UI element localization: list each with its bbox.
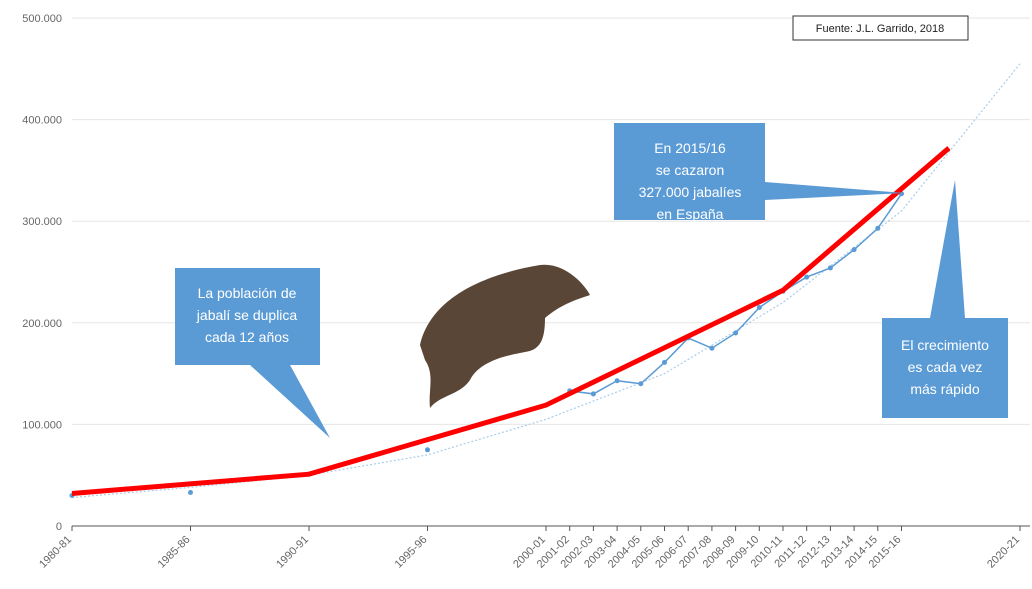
x-tick-label: 1995-96 [393, 534, 430, 571]
point [662, 359, 667, 365]
annotation: El crecimiento [901, 337, 989, 353]
y-tick-label: 100.000 [22, 419, 62, 431]
point [590, 391, 596, 397]
y-tick-label: 200.000 [22, 318, 62, 330]
annotation: es cada vez [908, 359, 983, 375]
series-line [569, 193, 903, 395]
annotation: en España [657, 206, 724, 222]
callout-text: El crecimiento es cada vez más rápido [901, 337, 989, 397]
x-tick-label: 1980-81 [37, 534, 74, 571]
annotation: La población de [198, 285, 297, 301]
annotation: más rápido [910, 381, 979, 397]
callout-text: La población de jabalí se duplica cada 12 … [196, 285, 298, 345]
point [188, 489, 193, 495]
annotation: cada 12 años [205, 329, 289, 345]
annotation: jabalí se duplica [196, 307, 298, 323]
annotation: 327.000 jabalíes [639, 184, 742, 200]
y-tick-label: 400.000 [22, 115, 62, 127]
series-line [71, 146, 951, 496]
point [756, 305, 762, 311]
boar-image [420, 264, 590, 408]
point [827, 265, 833, 271]
x-tick-label: 2020-21 [985, 534, 1022, 571]
x-tick-label: 1985-86 [156, 534, 193, 571]
y-tick-label: 0 [56, 521, 62, 533]
point [614, 378, 620, 384]
y-tick-label: 500.000 [22, 13, 62, 25]
callout-text: En 2015/16 se cazaron 327.000 jabalíes en E… [639, 140, 742, 222]
point [804, 274, 810, 280]
point [875, 225, 881, 231]
point [851, 247, 857, 253]
annotation: se cazaron [656, 162, 724, 178]
source-box [792, 15, 969, 41]
point [638, 381, 644, 387]
x-tick-label: 1990-91 [274, 534, 311, 571]
annotation: En 2015/16 [654, 140, 726, 156]
point [425, 447, 430, 453]
callout [175, 123, 1008, 438]
source: Fuente: J.L. Garrido, 2018 [816, 23, 944, 35]
point [709, 345, 715, 351]
y-tick-label: 300.000 [22, 216, 62, 228]
point [733, 330, 739, 336]
